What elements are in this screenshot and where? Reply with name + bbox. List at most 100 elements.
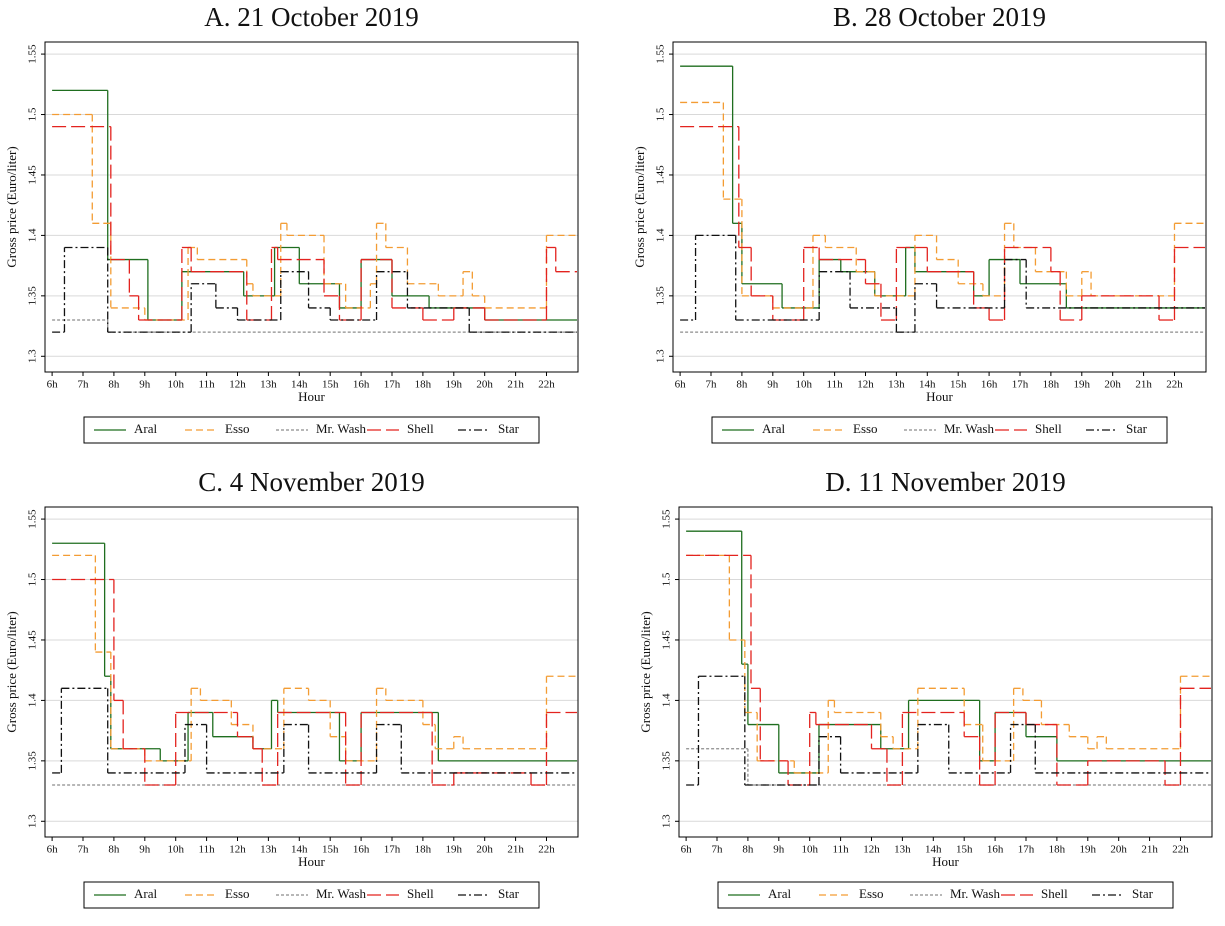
chart-title: C. 4 November 2019 bbox=[198, 467, 424, 497]
y-tick-label: 1.35 bbox=[27, 751, 39, 771]
x-tick-label: 6h bbox=[675, 379, 687, 391]
x-tick-label: 18h bbox=[415, 379, 432, 391]
x-tick-label: 19h bbox=[1074, 379, 1091, 391]
legend-label: Esso bbox=[853, 421, 878, 436]
x-tick-label: 9h bbox=[767, 379, 779, 391]
plot-frame bbox=[44, 41, 579, 373]
x-tick-label: 8h bbox=[742, 844, 754, 856]
legend-label: Mr. Wash bbox=[950, 886, 1000, 901]
x-tick-label: 7h bbox=[78, 844, 90, 856]
panel: D. 11 November 2019 1.3 1.35 1.4 1.45 1.5 1.55… bbox=[638, 467, 1213, 909]
x-tick-label: 22h bbox=[538, 844, 555, 856]
y-tick-label: 1.55 bbox=[661, 509, 673, 529]
x-tick-label: 19h bbox=[446, 379, 463, 391]
x-tick-label: 19h bbox=[446, 844, 463, 856]
x-tick-label: 17h bbox=[1018, 844, 1035, 856]
y-tick-label: 1.35 bbox=[655, 286, 667, 306]
x-axis-label: Hour bbox=[298, 854, 325, 869]
x-tick-label: 10h bbox=[795, 379, 812, 391]
y-axis-label: Gross price (Euro/liter) bbox=[4, 146, 19, 267]
x-tick-label: 11h bbox=[833, 844, 850, 856]
legend-label: Esso bbox=[225, 886, 250, 901]
y-tick-label: 1.3 bbox=[27, 814, 39, 828]
y-tick-label: 1.5 bbox=[27, 107, 39, 121]
x-tick-label: 10h bbox=[167, 379, 184, 391]
x-tick-label: 16h bbox=[353, 379, 370, 391]
x-axis-label: Hour bbox=[932, 854, 959, 869]
x-tick-label: 11h bbox=[199, 379, 216, 391]
legend-label: Aral bbox=[134, 421, 157, 436]
x-tick-label: 21h bbox=[507, 844, 524, 856]
x-tick-label: 7h bbox=[712, 844, 724, 856]
chart-title: D. 11 November 2019 bbox=[825, 467, 1065, 497]
x-tick-label: 13h bbox=[888, 379, 905, 391]
plot-frame bbox=[672, 41, 1207, 373]
y-tick-label: 1.45 bbox=[661, 630, 673, 650]
x-tick-label: 8h bbox=[108, 844, 120, 856]
x-tick-label: 7h bbox=[706, 379, 718, 391]
x-tick-label: 6h bbox=[47, 844, 59, 856]
legend-label: Star bbox=[1132, 886, 1154, 901]
x-tick-label: 18h bbox=[1043, 379, 1060, 391]
y-tick-label: 1.55 bbox=[27, 44, 39, 64]
y-tick-label: 1.4 bbox=[27, 693, 39, 707]
x-tick-label: 20h bbox=[476, 379, 493, 391]
x-tick-label: 8h bbox=[108, 379, 120, 391]
x-tick-label: 20h bbox=[1110, 844, 1127, 856]
y-tick-label: 1.4 bbox=[661, 693, 673, 707]
x-tick-label: 12h bbox=[857, 379, 874, 391]
x-tick-label: 20h bbox=[1104, 379, 1121, 391]
x-axis-label: Hour bbox=[926, 389, 953, 404]
x-tick-label: 20h bbox=[476, 844, 493, 856]
y-tick-label: 1.45 bbox=[655, 165, 667, 185]
x-tick-label: 9h bbox=[139, 844, 151, 856]
panel: A. 21 October 2019 1.3 1.35 1.4 1.45 1.5 1.55 6… bbox=[4, 2, 579, 444]
legend-label: Mr. Wash bbox=[316, 421, 366, 436]
y-axis-label: Gross price (Euro/liter) bbox=[638, 611, 653, 732]
y-tick-label: 1.5 bbox=[655, 107, 667, 121]
x-tick-label: 18h bbox=[415, 844, 432, 856]
x-tick-label: 15h bbox=[322, 379, 339, 391]
x-tick-label: 16h bbox=[981, 379, 998, 391]
legend-label: Shell bbox=[1041, 886, 1068, 901]
x-tick-label: 15h bbox=[956, 844, 973, 856]
x-tick-label: 17h bbox=[384, 844, 401, 856]
y-tick-label: 1.4 bbox=[655, 228, 667, 242]
x-tick-label: 8h bbox=[736, 379, 748, 391]
y-tick-label: 1.35 bbox=[27, 286, 39, 306]
x-tick-label: 17h bbox=[1012, 379, 1029, 391]
x-axis-label: Hour bbox=[298, 389, 325, 404]
x-tick-label: 14h bbox=[291, 844, 308, 856]
x-tick-label: 15h bbox=[950, 379, 967, 391]
x-tick-label: 17h bbox=[384, 379, 401, 391]
x-tick-label: 10h bbox=[801, 844, 818, 856]
legend-box bbox=[83, 881, 540, 909]
x-tick-label: 10h bbox=[167, 844, 184, 856]
legend-label: Star bbox=[498, 421, 520, 436]
x-tick-label: 11h bbox=[827, 379, 844, 391]
x-tick-label: 11h bbox=[199, 844, 216, 856]
legend-label: Shell bbox=[1035, 421, 1062, 436]
y-tick-label: 1.4 bbox=[27, 228, 39, 242]
y-tick-label: 1.55 bbox=[655, 44, 667, 64]
chart-title: B. 28 October 2019 bbox=[833, 2, 1046, 32]
x-tick-label: 14h bbox=[919, 379, 936, 391]
y-axis-label: Gross price (Euro/liter) bbox=[4, 611, 19, 732]
legend-label: Aral bbox=[762, 421, 785, 436]
y-tick-label: 1.35 bbox=[661, 751, 673, 771]
legend-label: Mr. Wash bbox=[944, 421, 994, 436]
y-tick-label: 1.3 bbox=[27, 349, 39, 363]
y-tick-label: 1.55 bbox=[27, 509, 39, 529]
panel: C. 4 November 2019 1.3 1.35 1.4 1.45 1.5 1.55 6… bbox=[4, 467, 579, 909]
x-tick-label: 21h bbox=[507, 379, 524, 391]
x-tick-label: 13h bbox=[894, 844, 911, 856]
chart-title: A. 21 October 2019 bbox=[204, 2, 418, 32]
legend-label: Shell bbox=[407, 421, 434, 436]
legend-label: Esso bbox=[225, 421, 250, 436]
y-tick-label: 1.5 bbox=[27, 572, 39, 586]
legend-label: Star bbox=[498, 886, 520, 901]
x-tick-label: 9h bbox=[139, 379, 151, 391]
x-tick-label: 7h bbox=[78, 379, 90, 391]
legend-label: Shell bbox=[407, 886, 434, 901]
x-tick-label: 22h bbox=[1166, 379, 1183, 391]
